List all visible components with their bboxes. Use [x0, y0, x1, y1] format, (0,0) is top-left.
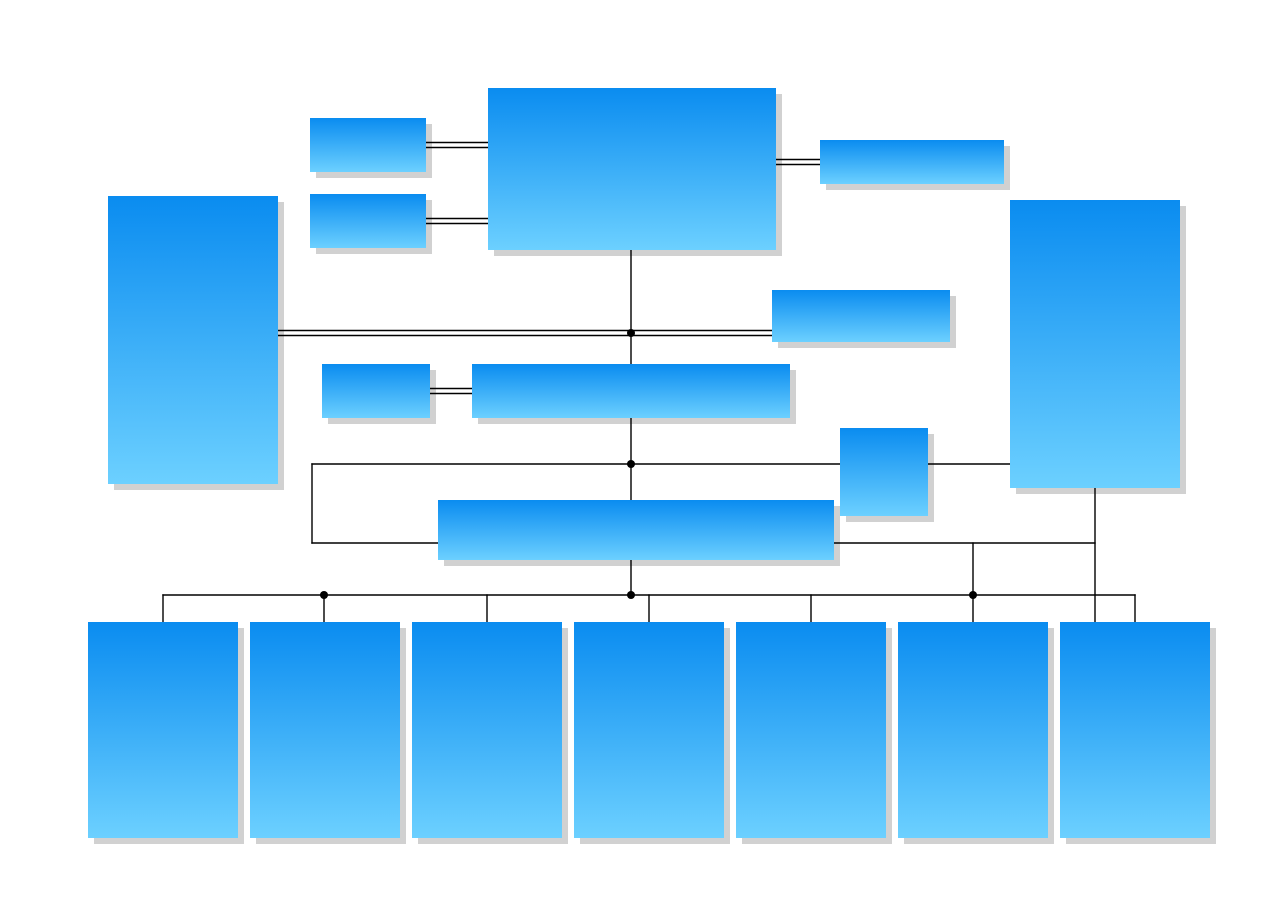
- node-b5: [898, 622, 1048, 838]
- node-sq: [840, 428, 928, 516]
- node-b2: [412, 622, 562, 838]
- node-b6: [1060, 622, 1210, 838]
- node-b1: [250, 622, 400, 838]
- node-topR: [820, 140, 1004, 184]
- node-midRsmall: [772, 290, 950, 342]
- node-topL1: [310, 118, 426, 172]
- node-top: [488, 88, 776, 250]
- node-midSmallL: [322, 364, 430, 418]
- node-b0: [88, 622, 238, 838]
- node-rightTall: [1010, 200, 1180, 488]
- node-bar3: [438, 500, 834, 560]
- node-leftTall: [108, 196, 278, 484]
- org-chart-diagram: [0, 0, 1280, 904]
- node-midWide: [472, 364, 790, 418]
- node-b3: [574, 622, 724, 838]
- node-topL2: [310, 194, 426, 248]
- node-b4: [736, 622, 886, 838]
